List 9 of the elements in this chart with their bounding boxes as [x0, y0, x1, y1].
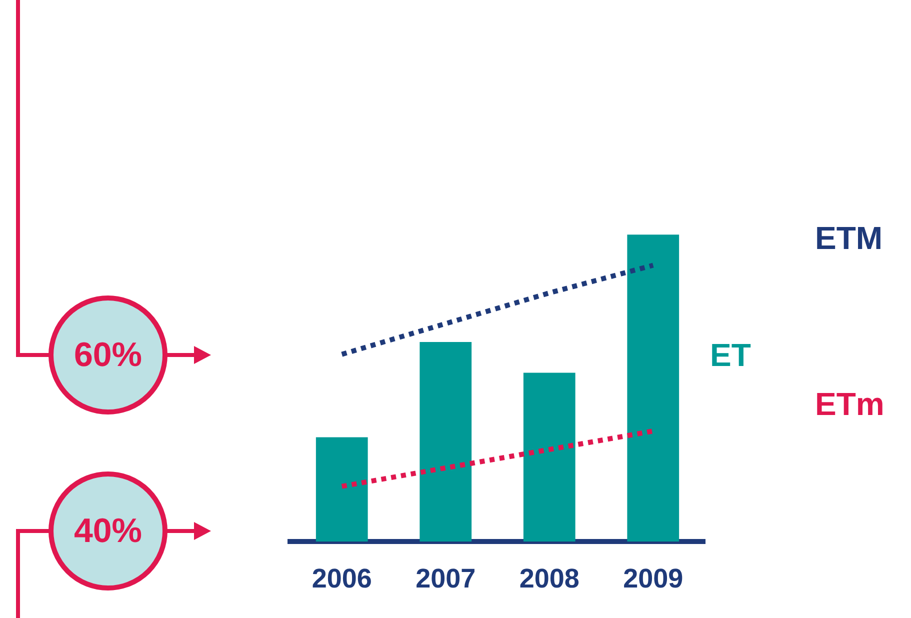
series-label: ET: [710, 337, 752, 374]
x-tick-label: 2009: [623, 563, 684, 594]
text: 60%: [72, 335, 144, 375]
x-tick-label: 2006: [312, 563, 372, 594]
text: 40%: [72, 511, 144, 551]
text: ETm: [815, 386, 884, 422]
text: ETM: [815, 220, 883, 256]
x-tick-label: 2008: [519, 563, 580, 594]
x-tick-label: 2007: [416, 563, 476, 594]
